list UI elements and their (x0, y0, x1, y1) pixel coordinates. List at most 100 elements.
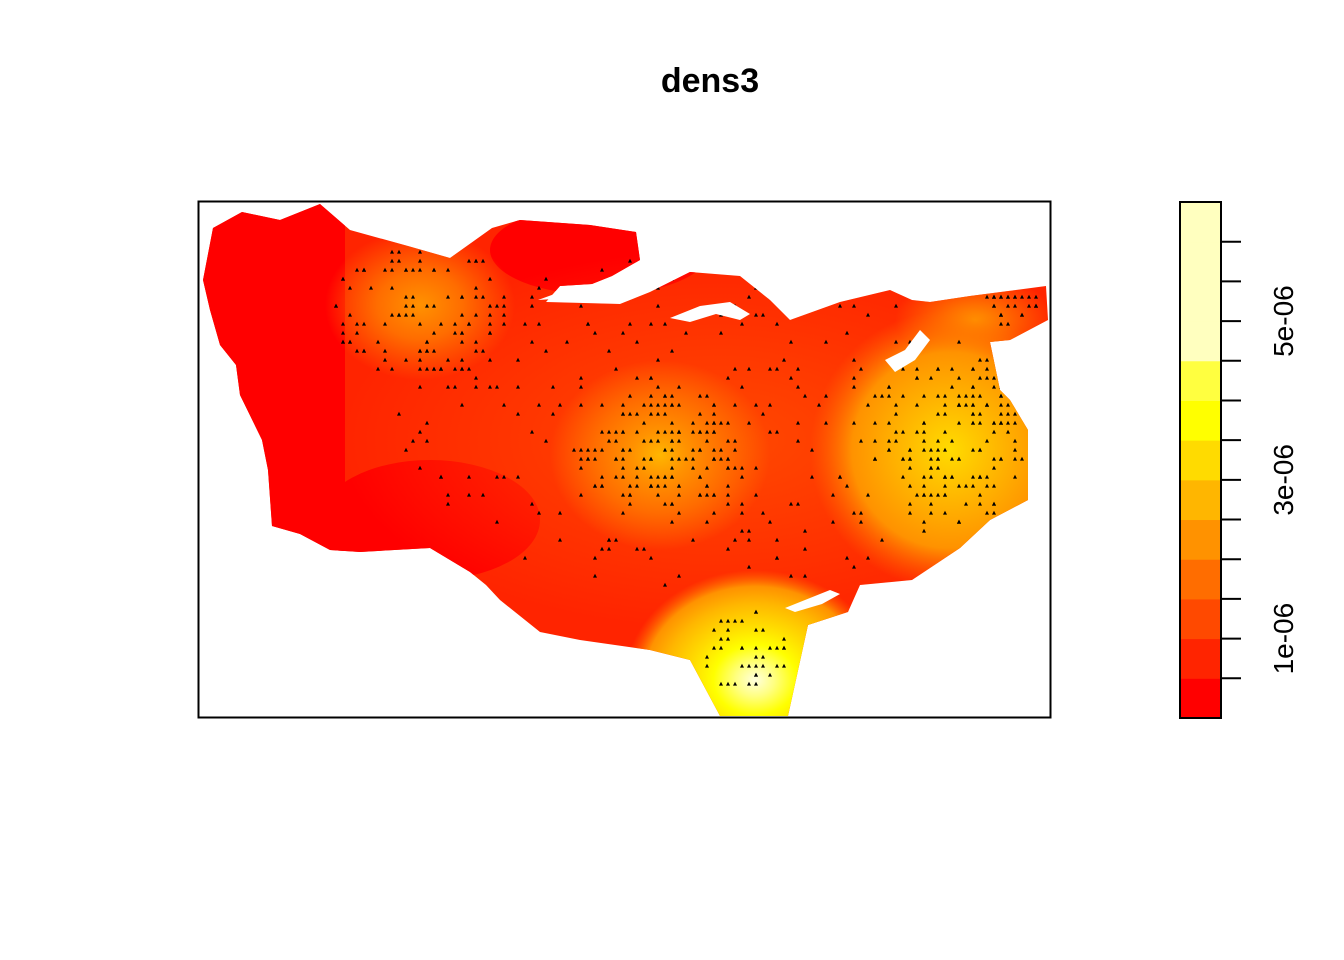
inlet-gaps (538, 272, 930, 612)
point-marker (586, 456, 590, 461)
point-marker (726, 492, 730, 497)
point-marker (796, 438, 800, 443)
point-marker (761, 627, 765, 632)
point-marker (705, 438, 709, 443)
point-marker (859, 366, 863, 371)
point-marker (740, 645, 744, 650)
point-marker (964, 393, 968, 398)
point-marker (754, 672, 758, 677)
point-marker (1006, 429, 1010, 434)
point-marker (404, 357, 408, 362)
point-marker (600, 402, 604, 407)
point-marker (978, 393, 982, 398)
point-marker (978, 492, 982, 497)
point-marker (852, 303, 856, 308)
point-marker (824, 420, 828, 425)
point-marker (698, 474, 702, 479)
legend-band (1180, 519, 1221, 560)
point-marker (432, 348, 436, 353)
point-marker (845, 555, 849, 560)
point-marker (712, 429, 716, 434)
point-marker (747, 528, 751, 533)
point-marker (985, 357, 989, 362)
point-marker (558, 402, 562, 407)
point-marker (887, 447, 891, 452)
point-marker (649, 321, 653, 326)
point-marker (992, 303, 996, 308)
point-marker (411, 312, 415, 317)
point-marker (684, 330, 688, 335)
point-marker (754, 645, 758, 650)
point-marker (705, 483, 709, 488)
legend-frame (1179, 201, 1222, 719)
point-marker (621, 474, 625, 479)
point-markers (334, 240, 1038, 686)
point-marker (614, 537, 618, 542)
point-marker (740, 501, 744, 506)
point-marker (985, 474, 989, 479)
point-marker (614, 438, 618, 443)
point-marker (810, 276, 814, 281)
point-marker (481, 294, 485, 299)
point-marker (530, 303, 534, 308)
point-marker (537, 285, 541, 290)
point-marker (733, 402, 737, 407)
point-marker (999, 321, 1003, 326)
point-marker (362, 267, 366, 272)
point-marker (796, 384, 800, 389)
point-marker (628, 483, 632, 488)
point-marker (621, 330, 625, 335)
point-marker (460, 366, 464, 371)
point-marker (355, 321, 359, 326)
point-marker (355, 330, 359, 335)
point-marker (432, 267, 436, 272)
point-marker (789, 258, 793, 263)
point-marker (425, 303, 429, 308)
point-marker (502, 321, 506, 326)
point-marker (943, 411, 947, 416)
point-marker (852, 510, 856, 515)
point-marker (747, 564, 751, 569)
legend-band (1180, 360, 1221, 401)
point-marker (677, 456, 681, 461)
point-marker (929, 492, 933, 497)
point-marker (1013, 294, 1017, 299)
point-marker (425, 348, 429, 353)
point-marker (999, 393, 1003, 398)
legend-tick-label: 1e-06 (1268, 603, 1299, 675)
point-marker (978, 357, 982, 362)
point-marker (628, 258, 632, 263)
point-marker (719, 456, 723, 461)
point-marker (579, 303, 583, 308)
point-marker (635, 411, 639, 416)
point-marker (971, 393, 975, 398)
point-marker (656, 474, 660, 479)
point-marker (474, 339, 478, 344)
point-marker (621, 411, 625, 416)
point-marker (341, 330, 345, 335)
point-marker (943, 492, 947, 497)
point-marker (957, 375, 961, 380)
point-marker (943, 402, 947, 407)
point-marker (551, 384, 555, 389)
point-marker (621, 447, 625, 452)
point-marker (950, 384, 954, 389)
point-marker (558, 537, 562, 542)
point-marker (446, 357, 450, 362)
point-marker (572, 285, 576, 290)
point-marker (404, 294, 408, 299)
point-marker (775, 366, 779, 371)
point-marker (950, 438, 954, 443)
point-marker (992, 375, 996, 380)
point-marker (593, 456, 597, 461)
point-marker (698, 429, 702, 434)
point-marker (985, 483, 989, 488)
point-marker (621, 510, 625, 515)
point-marker (782, 258, 786, 263)
point-marker (712, 492, 716, 497)
point-marker (467, 321, 471, 326)
point-marker (978, 375, 982, 380)
point-marker (439, 249, 443, 254)
point-marker (390, 285, 394, 290)
point-marker (670, 474, 674, 479)
